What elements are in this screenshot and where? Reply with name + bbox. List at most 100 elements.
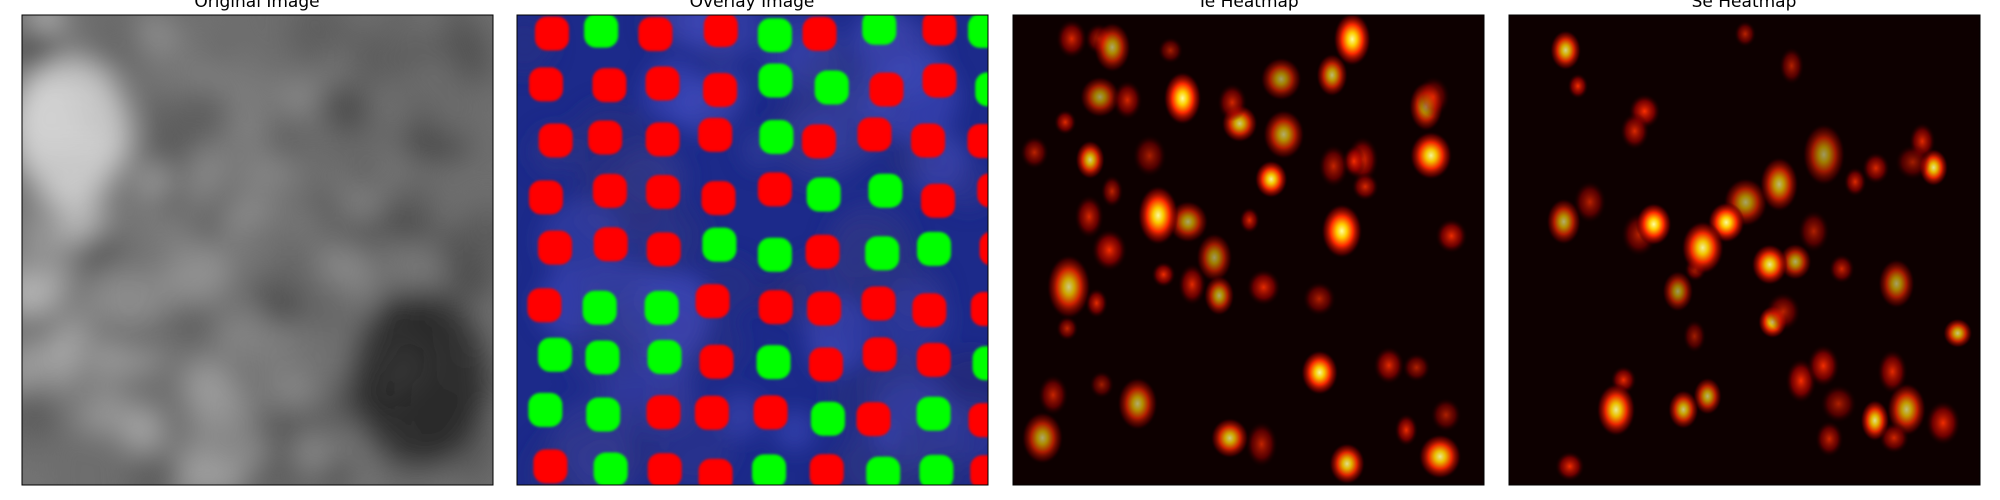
blob bbox=[282, 80, 318, 116]
red-dot bbox=[753, 395, 788, 430]
heat-spot bbox=[1089, 371, 1114, 399]
heat-spot bbox=[1056, 19, 1088, 59]
blob bbox=[216, 349, 248, 381]
blob bbox=[315, 210, 355, 250]
green-dot bbox=[757, 237, 792, 272]
heat-spot bbox=[1820, 384, 1857, 423]
red-dot bbox=[912, 293, 947, 328]
red-dot bbox=[869, 72, 904, 107]
blob bbox=[388, 241, 447, 300]
heat-spot bbox=[1778, 243, 1812, 280]
green-dot bbox=[866, 456, 901, 485]
heat-spot bbox=[1074, 195, 1104, 239]
green-dot bbox=[756, 345, 791, 380]
blob bbox=[350, 290, 490, 470]
red-dot bbox=[807, 291, 842, 326]
blob bbox=[239, 431, 273, 466]
red-dot bbox=[638, 17, 673, 52]
red-dot bbox=[921, 183, 956, 218]
heat-spot bbox=[1263, 109, 1305, 160]
green-dot bbox=[585, 340, 620, 375]
heat-spot bbox=[1210, 417, 1249, 459]
blob bbox=[260, 237, 322, 298]
blob bbox=[31, 15, 62, 31]
heat-spot bbox=[1046, 254, 1091, 319]
blob bbox=[349, 160, 379, 190]
blob bbox=[22, 460, 50, 485]
red-dot bbox=[861, 286, 896, 321]
blob bbox=[115, 222, 168, 274]
heat-spot bbox=[1943, 318, 1973, 348]
green-dot bbox=[868, 173, 903, 208]
red-dot bbox=[645, 66, 680, 101]
heat-spot bbox=[1329, 443, 1365, 485]
heat-spot bbox=[1100, 175, 1124, 208]
blob bbox=[49, 297, 81, 329]
heat-spot bbox=[1417, 76, 1450, 118]
heat-spot bbox=[1662, 270, 1694, 312]
red-dot bbox=[922, 63, 957, 98]
heat-spot bbox=[1765, 292, 1801, 331]
red-dot bbox=[757, 172, 792, 207]
blob bbox=[22, 60, 130, 200]
heat-spot bbox=[1020, 136, 1049, 169]
green-dot bbox=[806, 177, 841, 212]
texture bbox=[22, 15, 493, 485]
panel-title: Se Heatmap bbox=[1692, 0, 1797, 12]
green-dot bbox=[916, 396, 951, 431]
red-dot bbox=[701, 181, 736, 216]
original-image bbox=[22, 15, 493, 485]
heat-spot bbox=[1351, 172, 1379, 201]
red-dot bbox=[922, 15, 957, 46]
heat-spot bbox=[1318, 144, 1349, 188]
heat-spot bbox=[1779, 47, 1804, 85]
green-dot bbox=[584, 15, 619, 48]
red-dot bbox=[857, 117, 892, 152]
green-dot bbox=[917, 231, 952, 266]
green-dot bbox=[586, 397, 621, 432]
green-dot bbox=[528, 392, 563, 427]
blob bbox=[394, 175, 436, 218]
heat-spot bbox=[1321, 203, 1363, 259]
red-dot bbox=[592, 68, 627, 103]
red-dot bbox=[695, 284, 730, 319]
heat-spot bbox=[1877, 349, 1908, 394]
heat-spot bbox=[1056, 316, 1079, 341]
heat-spot bbox=[1254, 160, 1288, 198]
red-dot bbox=[538, 230, 573, 265]
heat-spot bbox=[1751, 244, 1788, 285]
blob bbox=[133, 163, 172, 201]
heat-spot bbox=[1418, 434, 1462, 479]
red-dot bbox=[703, 15, 738, 47]
se-heatmap bbox=[1509, 15, 1980, 485]
red-dot bbox=[646, 395, 681, 430]
red-dot bbox=[911, 123, 946, 158]
heat-spot bbox=[1573, 181, 1607, 223]
red-dot bbox=[809, 454, 844, 485]
frame bbox=[516, 14, 989, 486]
blob bbox=[307, 333, 364, 390]
heat-spot bbox=[1887, 383, 1927, 436]
red-dot bbox=[533, 449, 568, 484]
heat-spot bbox=[1021, 411, 1064, 464]
red-dot bbox=[528, 67, 563, 102]
heat-spot bbox=[1075, 140, 1105, 180]
dots bbox=[527, 15, 988, 485]
heat-spot bbox=[1879, 422, 1910, 454]
blob bbox=[149, 129, 194, 174]
heat-spot bbox=[1546, 198, 1581, 245]
heat-spot bbox=[1054, 109, 1077, 135]
green-dot bbox=[757, 18, 792, 53]
green-dot bbox=[644, 290, 679, 325]
blob bbox=[442, 15, 473, 42]
frame bbox=[1012, 14, 1485, 486]
heat-spot bbox=[1079, 76, 1120, 118]
heat-spot bbox=[1807, 344, 1840, 387]
heat-spot bbox=[1620, 112, 1650, 150]
heat-spot bbox=[1567, 73, 1589, 99]
red-dot bbox=[588, 120, 623, 155]
panel-title: Overlay Image bbox=[690, 0, 815, 12]
heat-spot bbox=[1693, 377, 1722, 415]
heat-spot bbox=[1112, 80, 1143, 120]
